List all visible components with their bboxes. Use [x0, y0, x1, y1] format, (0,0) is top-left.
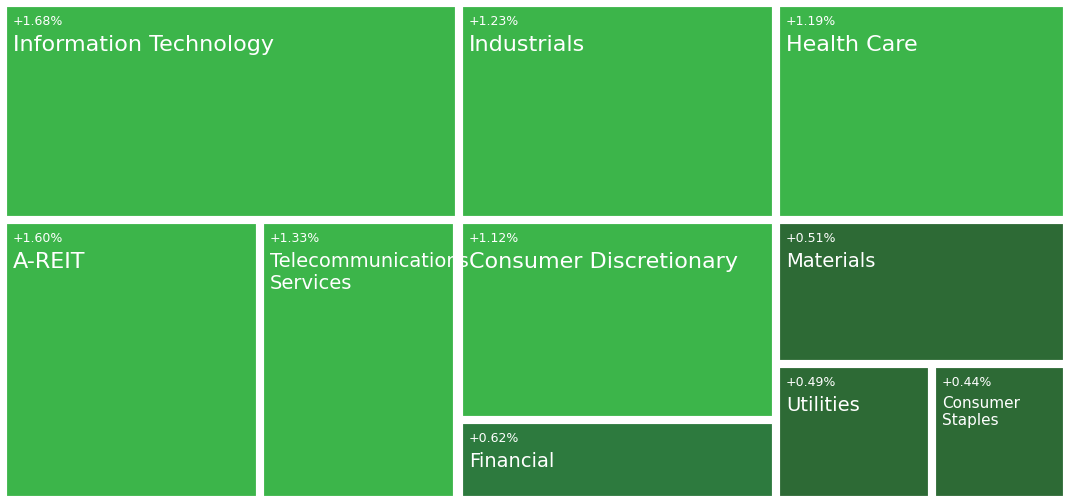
Bar	[5, 222, 258, 498]
Text: +1.68%: +1.68%	[13, 15, 63, 28]
Text: Financial: Financial	[469, 452, 554, 471]
Bar	[778, 366, 930, 498]
Bar	[778, 222, 1065, 362]
Text: Telecommunications
Services: Telecommunications Services	[270, 252, 469, 293]
Text: Consumer Discretionary: Consumer Discretionary	[469, 252, 738, 272]
Text: Health Care: Health Care	[786, 35, 918, 55]
Bar	[778, 5, 1065, 218]
Text: +1.60%: +1.60%	[13, 232, 63, 245]
Bar	[262, 222, 455, 498]
Bar	[934, 366, 1065, 498]
Bar	[461, 222, 774, 418]
Text: Consumer
Staples: Consumer Staples	[942, 396, 1020, 428]
Text: +0.44%: +0.44%	[942, 376, 992, 389]
Text: +0.49%: +0.49%	[786, 376, 837, 389]
Text: +1.12%: +1.12%	[469, 232, 519, 245]
Text: +1.23%: +1.23%	[469, 15, 519, 28]
Text: Materials: Materials	[786, 252, 875, 271]
Text: A-REIT: A-REIT	[13, 252, 86, 272]
Text: Information Technology: Information Technology	[13, 35, 274, 55]
Bar	[5, 5, 457, 218]
Text: Utilities: Utilities	[786, 396, 860, 415]
Text: +1.19%: +1.19%	[786, 15, 837, 28]
Text: +0.62%: +0.62%	[469, 432, 519, 445]
Text: Industrials: Industrials	[469, 35, 585, 55]
Bar	[461, 5, 774, 218]
Text: +1.33%: +1.33%	[270, 232, 320, 245]
Text: +0.51%: +0.51%	[786, 232, 837, 245]
Bar	[461, 422, 774, 498]
